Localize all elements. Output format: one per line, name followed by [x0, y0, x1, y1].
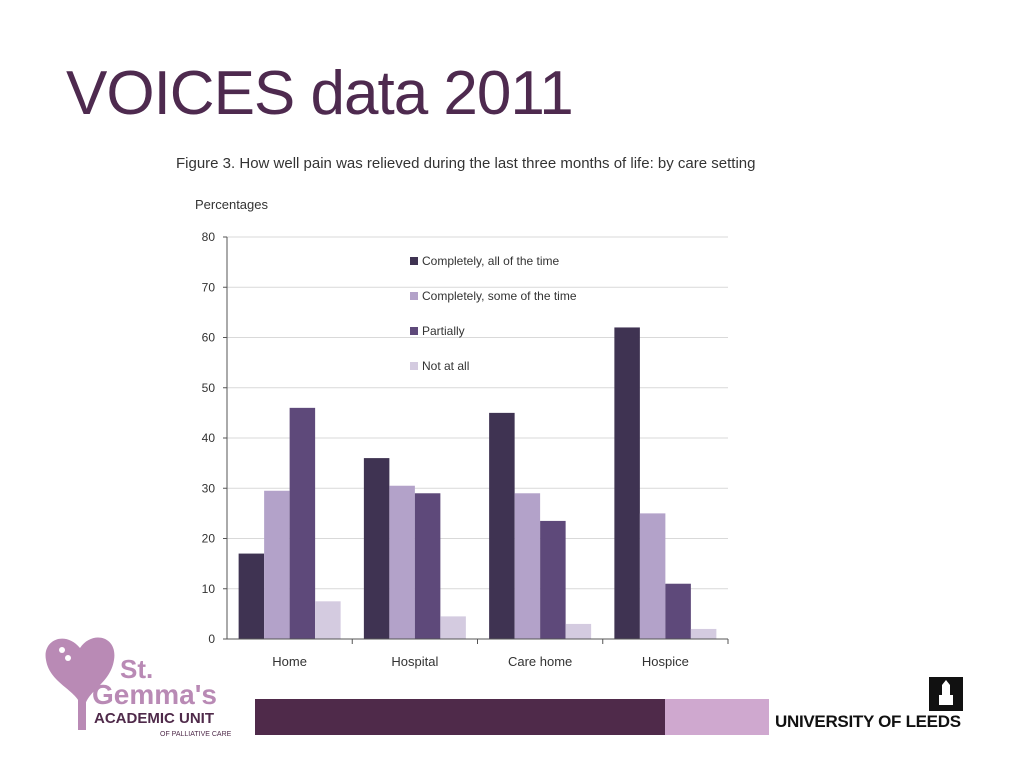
bar — [514, 493, 541, 639]
brand-bar-light — [665, 699, 769, 735]
logo-text-st: St. — [120, 654, 153, 684]
legend-label: Completely, some of the time — [422, 289, 577, 303]
bar — [614, 327, 640, 639]
x-tick-label: Home — [272, 654, 307, 669]
legend-label: Completely, all of the time — [422, 254, 559, 268]
y-tick-label: 30 — [202, 481, 216, 495]
university-crest-icon — [929, 677, 963, 711]
figure-caption: Figure 3. How well pain was relieved dur… — [176, 155, 756, 172]
bar — [639, 513, 666, 639]
bar — [440, 616, 466, 639]
axes: 0 10 20 30 40 50 60 70 80 Home Hospital Care home Ho… — [202, 230, 729, 669]
bar — [363, 458, 390, 639]
logo-text-gemmas: Gemma's — [92, 679, 217, 710]
x-tick-label: Care home — [508, 654, 572, 669]
logo-text-academic: ACADEMIC UNIT — [94, 710, 214, 727]
y-tick-label: 0 — [208, 632, 215, 646]
legend: Completely, all of the time Completely, s… — [410, 254, 577, 373]
y-tick-label: 60 — [202, 331, 216, 345]
legend-swatch — [410, 292, 418, 300]
y-tick-label: 40 — [202, 431, 216, 445]
tree-trunk — [78, 680, 86, 730]
legend-label: Not at all — [422, 359, 469, 373]
bar-chart: 0 10 20 30 40 50 60 70 80 Home Hospital Care home Ho… — [202, 230, 729, 669]
bar — [489, 412, 515, 639]
university-name: UNIVERSITY OF LEEDS — [775, 712, 961, 731]
bar — [565, 623, 592, 639]
st-gemmas-logo: St. Gemma's ACADEMIC UNIT OF PALLIATIVE … — [45, 637, 232, 738]
bar — [414, 493, 441, 639]
leaf-dot — [65, 655, 71, 661]
heart-tree-icon — [45, 637, 115, 710]
y-tick-label: 70 — [202, 280, 216, 294]
bar — [389, 485, 415, 639]
y-tick-label: 50 — [202, 381, 216, 395]
y-tick-label: 10 — [202, 582, 216, 596]
bars — [238, 327, 717, 639]
y-tick-label: 80 — [202, 230, 216, 244]
bar — [315, 601, 341, 639]
slide-title: VOICES data 2011 — [66, 59, 574, 128]
x-tick-label: Hospital — [391, 654, 438, 669]
leaf-dot — [59, 647, 65, 653]
bar — [289, 407, 316, 639]
legend-swatch — [410, 327, 418, 335]
y-tick-label: 20 — [202, 532, 216, 546]
brand-bar-dark — [255, 699, 665, 735]
legend-label: Partially — [422, 324, 465, 338]
bar — [690, 628, 717, 639]
bar — [238, 553, 265, 639]
y-axis-label: Percentages — [195, 197, 268, 212]
bar — [665, 583, 691, 639]
logo-text-palliative: OF PALLIATIVE CARE — [160, 731, 232, 738]
x-tick-label: Hospice — [642, 654, 689, 669]
legend-swatch — [410, 257, 418, 265]
bar — [264, 490, 290, 639]
legend-swatch — [410, 362, 418, 370]
bar — [540, 520, 566, 639]
